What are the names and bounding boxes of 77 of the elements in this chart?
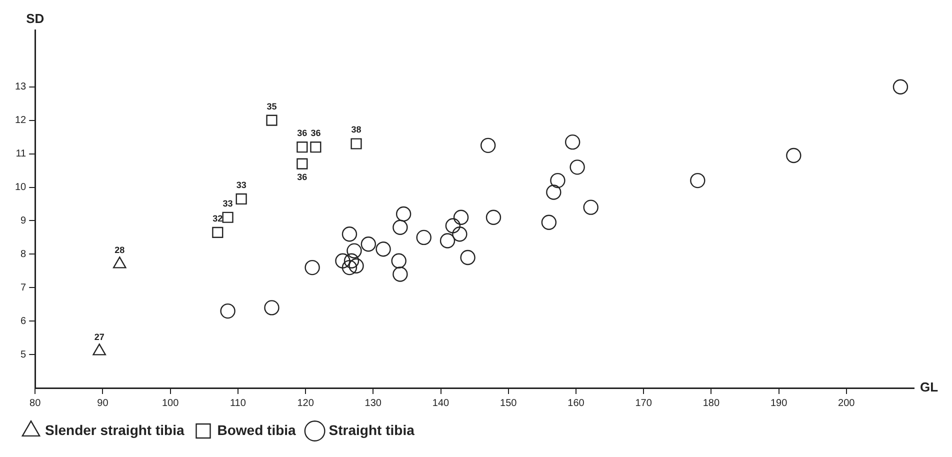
point	[550, 172, 566, 188]
point	[222, 212, 234, 223]
point	[445, 218, 461, 234]
x-tick-label: 110	[230, 398, 246, 409]
x-axis-title: GL	[920, 380, 938, 395]
legend-label: Slender straight tibia	[45, 422, 184, 438]
point	[486, 210, 502, 225]
y-axis-title: SD	[26, 11, 44, 26]
x-tick-label: 180	[702, 398, 720, 409]
x-tick-label: 90	[97, 398, 109, 409]
y-tick-label: 5	[20, 349, 27, 360]
point	[541, 214, 557, 230]
point	[690, 172, 706, 188]
annotation: 33	[222, 198, 233, 208]
point	[453, 210, 469, 225]
point	[570, 160, 585, 175]
point	[342, 226, 358, 242]
point	[392, 266, 408, 282]
point	[480, 138, 496, 154]
x-tick-label: 150	[500, 398, 518, 409]
point	[440, 233, 456, 248]
annotation: 38	[351, 124, 362, 135]
point	[236, 193, 247, 205]
point	[392, 220, 408, 235]
y-tick-label: 6	[20, 316, 27, 327]
x-tick-label: 140	[432, 398, 450, 409]
y-tick-label: 10	[15, 182, 27, 193]
x-tick-label: 170	[635, 398, 652, 409]
point	[348, 258, 364, 274]
point	[296, 158, 308, 170]
point	[416, 230, 432, 246]
annotation: 36	[297, 172, 308, 182]
y-tick-label: 12	[15, 115, 27, 126]
point	[564, 134, 580, 150]
y-tick-label: 7	[20, 282, 27, 294]
annotation: 35	[266, 101, 277, 112]
point	[342, 260, 358, 276]
legend-label: Bowed tibia	[217, 422, 296, 438]
point	[344, 253, 360, 268]
point	[212, 226, 224, 238]
point	[786, 148, 802, 164]
point	[266, 114, 278, 126]
point	[583, 200, 598, 215]
point	[220, 303, 236, 319]
point	[346, 243, 362, 258]
point	[396, 206, 412, 222]
point	[304, 260, 320, 276]
y-tick-label: 13	[15, 82, 27, 93]
y-tick-label: 9	[20, 215, 27, 226]
point	[892, 79, 908, 94]
point	[350, 138, 362, 150]
y-tick-label: 11	[16, 148, 27, 160]
point	[391, 253, 406, 268]
point	[360, 236, 376, 252]
point	[452, 226, 468, 242]
annotation: 27	[94, 332, 104, 342]
x-tick-label: 130	[364, 398, 382, 409]
x-tick-label: 80	[30, 398, 42, 409]
x-tick-label: 190	[770, 398, 788, 409]
annotation: 32	[212, 213, 223, 224]
y-tick-label: 8	[20, 248, 27, 260]
point	[335, 253, 350, 268]
annotation: 36	[310, 128, 321, 138]
x-tick-label: 200	[838, 398, 856, 409]
annotation: 33	[236, 180, 246, 190]
x-tick-label: 100	[162, 398, 180, 409]
point	[376, 242, 391, 257]
annotation: 28	[114, 245, 125, 256]
point	[310, 142, 322, 153]
point	[460, 250, 476, 266]
point	[546, 184, 562, 200]
legend-label: Straight tibia	[328, 422, 415, 438]
annotation: 36	[297, 128, 308, 138]
x-tick-label: 120	[297, 398, 314, 409]
point	[296, 142, 308, 153]
point	[264, 300, 280, 316]
x-tick-label: 160	[568, 398, 585, 409]
